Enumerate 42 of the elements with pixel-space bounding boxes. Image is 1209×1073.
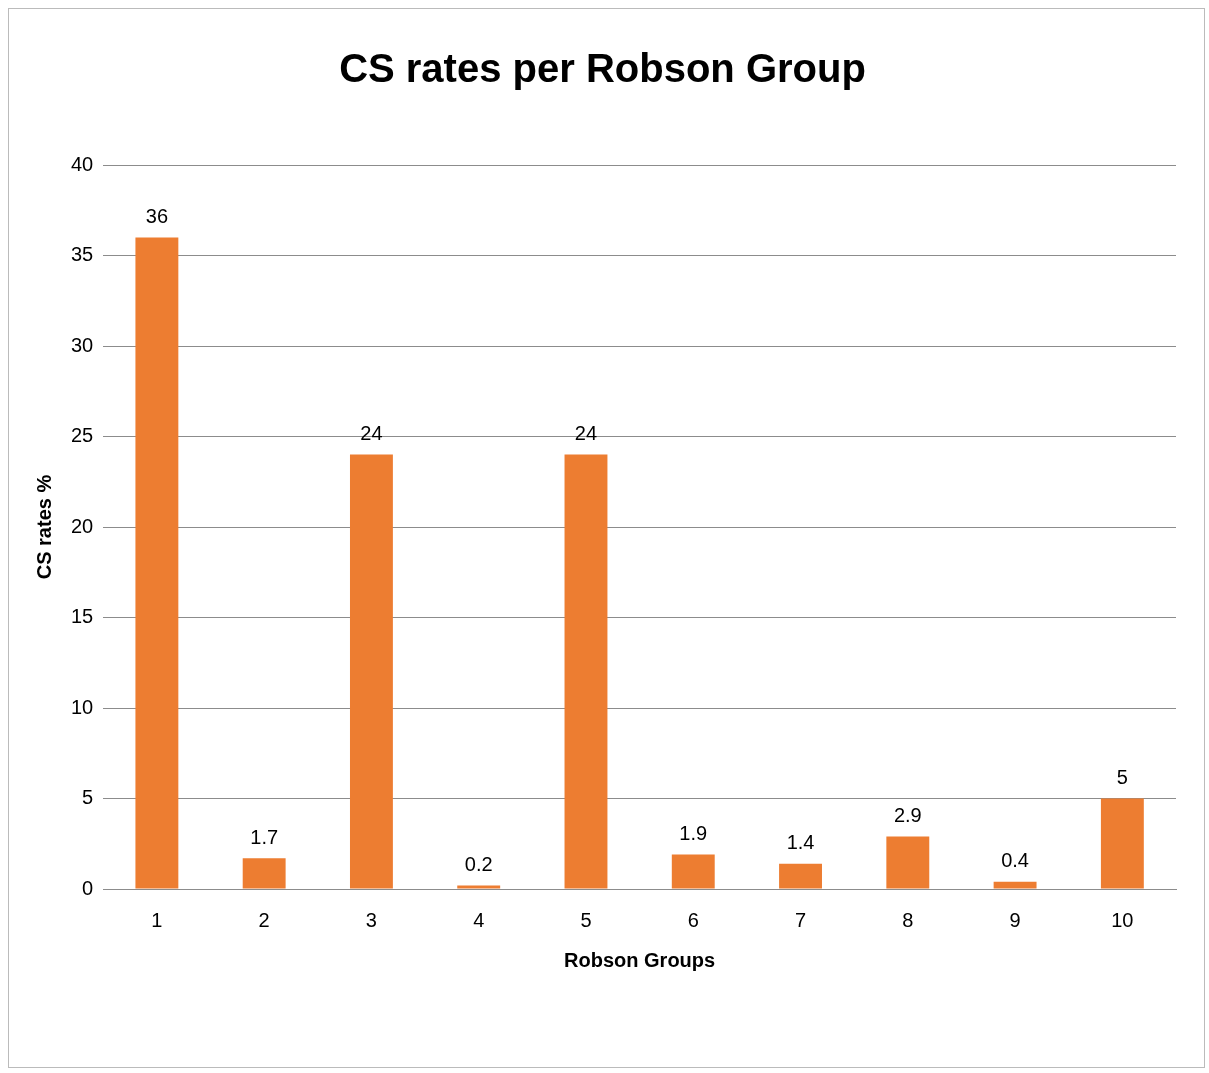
y-tick-label: 40 — [71, 152, 94, 175]
bar — [135, 237, 179, 889]
x-tick-label: 8 — [902, 908, 914, 931]
x-tick-label: 3 — [365, 908, 377, 931]
y-tick-label: 15 — [71, 605, 94, 628]
y-tick-label: 0 — [82, 876, 94, 899]
bar — [564, 454, 608, 889]
data-label: 1.4 — [786, 831, 815, 854]
y-tick-label: 20 — [71, 514, 94, 537]
x-axis-title: Robson Groups — [564, 948, 716, 971]
x-tick-label: 1 — [151, 908, 163, 931]
y-tick-label: 5 — [82, 786, 94, 809]
y-tick-label: 35 — [71, 243, 94, 266]
data-label: 2.9 — [893, 804, 922, 827]
data-label: 1.7 — [250, 825, 279, 848]
data-label: 24 — [360, 422, 383, 445]
x-tick-label: 10 — [1111, 908, 1134, 931]
x-tick-label: 9 — [1009, 908, 1021, 931]
data-label: 5 — [1116, 766, 1128, 789]
bar — [993, 881, 1037, 889]
y-tick-label: 30 — [71, 333, 94, 356]
y-tick-label: 10 — [71, 695, 94, 718]
x-tick-label: 5 — [580, 908, 592, 931]
data-label: 24 — [574, 422, 598, 445]
x-tick-label: 6 — [687, 908, 699, 931]
data-label: 0.4 — [1001, 849, 1029, 872]
bar — [671, 854, 715, 889]
data-label: 1.9 — [679, 822, 708, 845]
data-label: 0.2 — [464, 852, 493, 875]
bar — [779, 863, 822, 889]
x-tick-label: 4 — [473, 908, 485, 931]
bar — [349, 454, 393, 889]
x-tick-label: 7 — [794, 908, 807, 931]
bar — [457, 885, 501, 889]
bar — [242, 858, 286, 889]
chart-title: CS rates per Robson Group — [339, 46, 866, 91]
y-axis-title: CS rates % — [32, 474, 55, 580]
bar — [1100, 798, 1144, 889]
x-tick-label: 2 — [258, 908, 270, 931]
y-tick-label: 25 — [71, 424, 94, 447]
data-label: 36 — [145, 204, 169, 227]
bar — [886, 836, 930, 889]
